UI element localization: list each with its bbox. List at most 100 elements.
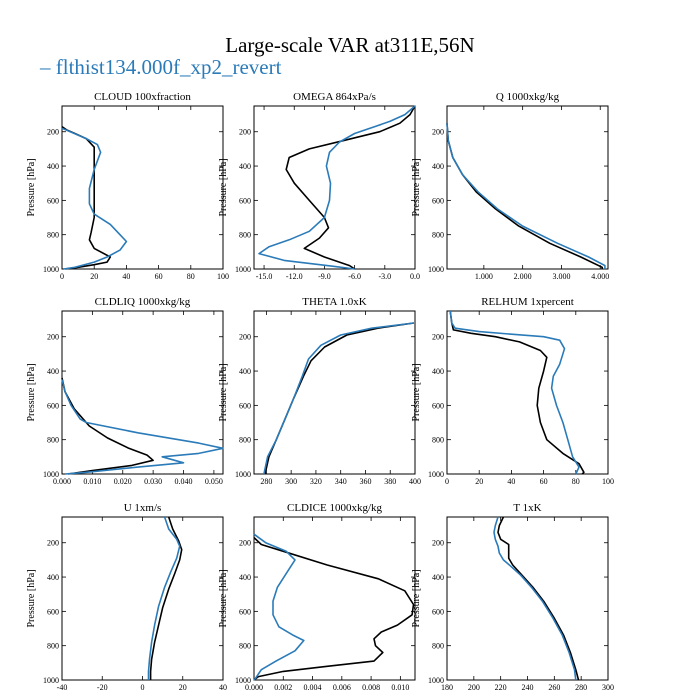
- x-tick-label: 4.000: [591, 272, 609, 281]
- y-tick-label: 1000: [43, 265, 59, 274]
- x-tick-label: -6.0: [348, 272, 361, 281]
- series-line-black: [446, 123, 603, 269]
- y-axis-label: Pressure [hPa]: [218, 158, 229, 216]
- y-axis-label: Pressure [hPa]: [26, 569, 37, 627]
- y-tick-label: 400: [239, 367, 251, 376]
- y-tick-label: 600: [47, 196, 59, 205]
- x-tick-label: 100: [602, 477, 614, 486]
- x-tick-label: 0.050: [205, 477, 223, 486]
- x-tick-label: 280: [260, 477, 272, 486]
- x-tick-label: 260: [548, 683, 560, 692]
- y-axis-label: Pressure [hPa]: [411, 158, 422, 216]
- x-tick-label: 0.040: [175, 477, 193, 486]
- x-tick-label: 0.0: [410, 272, 420, 281]
- y-tick-label: 800: [432, 642, 444, 651]
- x-tick-label: 200: [468, 683, 480, 692]
- y-tick-label: 600: [432, 196, 444, 205]
- y-tick-label: 400: [47, 162, 59, 171]
- x-tick-label: 340: [335, 477, 347, 486]
- y-tick-label: 200: [239, 539, 251, 548]
- x-tick-label: 0: [60, 272, 64, 281]
- x-tick-label: 0.000: [245, 683, 263, 692]
- y-tick-label: 200: [432, 539, 444, 548]
- plot-frame: [61, 105, 224, 270]
- series-line-black: [149, 516, 183, 680]
- y-tick-label: 600: [239, 607, 251, 616]
- y-axis-label: Pressure [hPa]: [411, 569, 422, 627]
- panel-5: RELHUM 1xpercent 0 20 40 60 80 100 200 400 600 800…: [411, 296, 614, 486]
- plot-frame: [446, 516, 609, 681]
- x-tick-label: 60: [155, 272, 163, 281]
- series-line-black: [61, 377, 154, 475]
- y-tick-label: 600: [47, 401, 59, 410]
- x-tick-label: -3.0: [378, 272, 391, 281]
- x-tick-label: 400: [409, 477, 421, 486]
- plot-frame: [61, 310, 224, 475]
- series-line-black: [285, 105, 416, 270]
- x-tick-label: 40: [507, 477, 515, 486]
- x-tick-label: 40: [122, 272, 130, 281]
- y-tick-label: 400: [432, 367, 444, 376]
- plot-frame: [446, 310, 609, 475]
- series-line-black: [264, 322, 414, 475]
- y-tick-label: 800: [47, 436, 59, 445]
- series-line-black: [497, 516, 580, 681]
- y-tick-label: 200: [47, 539, 59, 548]
- y-tick-label: 800: [239, 231, 251, 240]
- series-line-blue: [253, 533, 305, 681]
- series-line-black: [449, 310, 585, 475]
- x-tick-label: -12.0: [286, 272, 303, 281]
- x-tick-label: 3.000: [552, 272, 570, 281]
- y-tick-label: 1000: [43, 470, 59, 479]
- panel-1: OMEGA 864xPa/s -15.0 -12.0 -9.0 -6.0 -3.0 0.0 2…: [218, 91, 420, 281]
- y-tick-label: 600: [47, 607, 59, 616]
- x-tick-label: 0.030: [144, 477, 162, 486]
- panel-title: CLDLIQ 1000xkg/kg: [95, 296, 191, 308]
- y-tick-label: 800: [432, 231, 444, 240]
- y-axis-label: Pressure [hPa]: [26, 363, 37, 421]
- panel-2: Q 1000xkg/kg 1.000 2.000 3.000 4.000 200 400 60…: [411, 91, 609, 281]
- panel-8: T 1xK 180 200 220 240 260 280 300 200 400 600 800 10…: [411, 502, 614, 692]
- x-tick-label: 20: [179, 683, 187, 692]
- panel-title: Q 1000xkg/kg: [496, 91, 560, 103]
- series-line-blue: [493, 516, 577, 681]
- panel-title: T 1xK: [513, 502, 541, 514]
- legend-label: flthist134.000f_xp2_revert: [55, 55, 282, 79]
- panel-title: THETA 1.0xK: [302, 296, 367, 308]
- series-line-blue: [263, 322, 414, 475]
- plot-frame: [253, 105, 416, 270]
- panel-3: CLDLIQ 1000xkg/kg 0.000 0.010 0.020 0.030 0.0…: [26, 296, 224, 486]
- x-tick-label: 280: [575, 683, 587, 692]
- y-tick-label: 1000: [428, 265, 444, 274]
- series-line-black: [253, 537, 415, 681]
- y-tick-label: 200: [239, 333, 251, 342]
- x-tick-label: 0: [141, 683, 145, 692]
- x-tick-label: -9.0: [318, 272, 331, 281]
- y-tick-label: 1000: [428, 470, 444, 479]
- x-tick-label: 0.020: [114, 477, 132, 486]
- y-tick-label: 1000: [428, 676, 444, 685]
- y-tick-label: 400: [47, 573, 59, 582]
- plot-frame: [446, 105, 609, 270]
- legend: – flthist134.000f_xp2_revert: [40, 56, 281, 78]
- panel-7: CLDICE 1000xkg/kg 0.000 0.002 0.004 0.006 0.0…: [218, 502, 416, 692]
- y-tick-label: 800: [239, 642, 251, 651]
- y-axis-label: Pressure [hPa]: [411, 363, 422, 421]
- y-axis-label: Pressure [hPa]: [218, 569, 229, 627]
- y-tick-label: 200: [47, 333, 59, 342]
- series-line-blue: [61, 379, 224, 475]
- y-tick-label: 1000: [235, 265, 251, 274]
- y-tick-label: 600: [239, 196, 251, 205]
- x-tick-label: 220: [495, 683, 507, 692]
- series-line-blue: [258, 105, 416, 270]
- y-tick-label: 800: [47, 231, 59, 240]
- x-tick-label: 240: [522, 683, 534, 692]
- plot-frame: [253, 310, 416, 475]
- x-tick-label: 360: [359, 477, 371, 486]
- y-tick-label: 400: [432, 162, 444, 171]
- y-tick-label: 1000: [43, 676, 59, 685]
- legend-dash: –: [40, 55, 51, 79]
- x-tick-label: 180: [441, 683, 453, 692]
- series-line-blue: [61, 127, 128, 270]
